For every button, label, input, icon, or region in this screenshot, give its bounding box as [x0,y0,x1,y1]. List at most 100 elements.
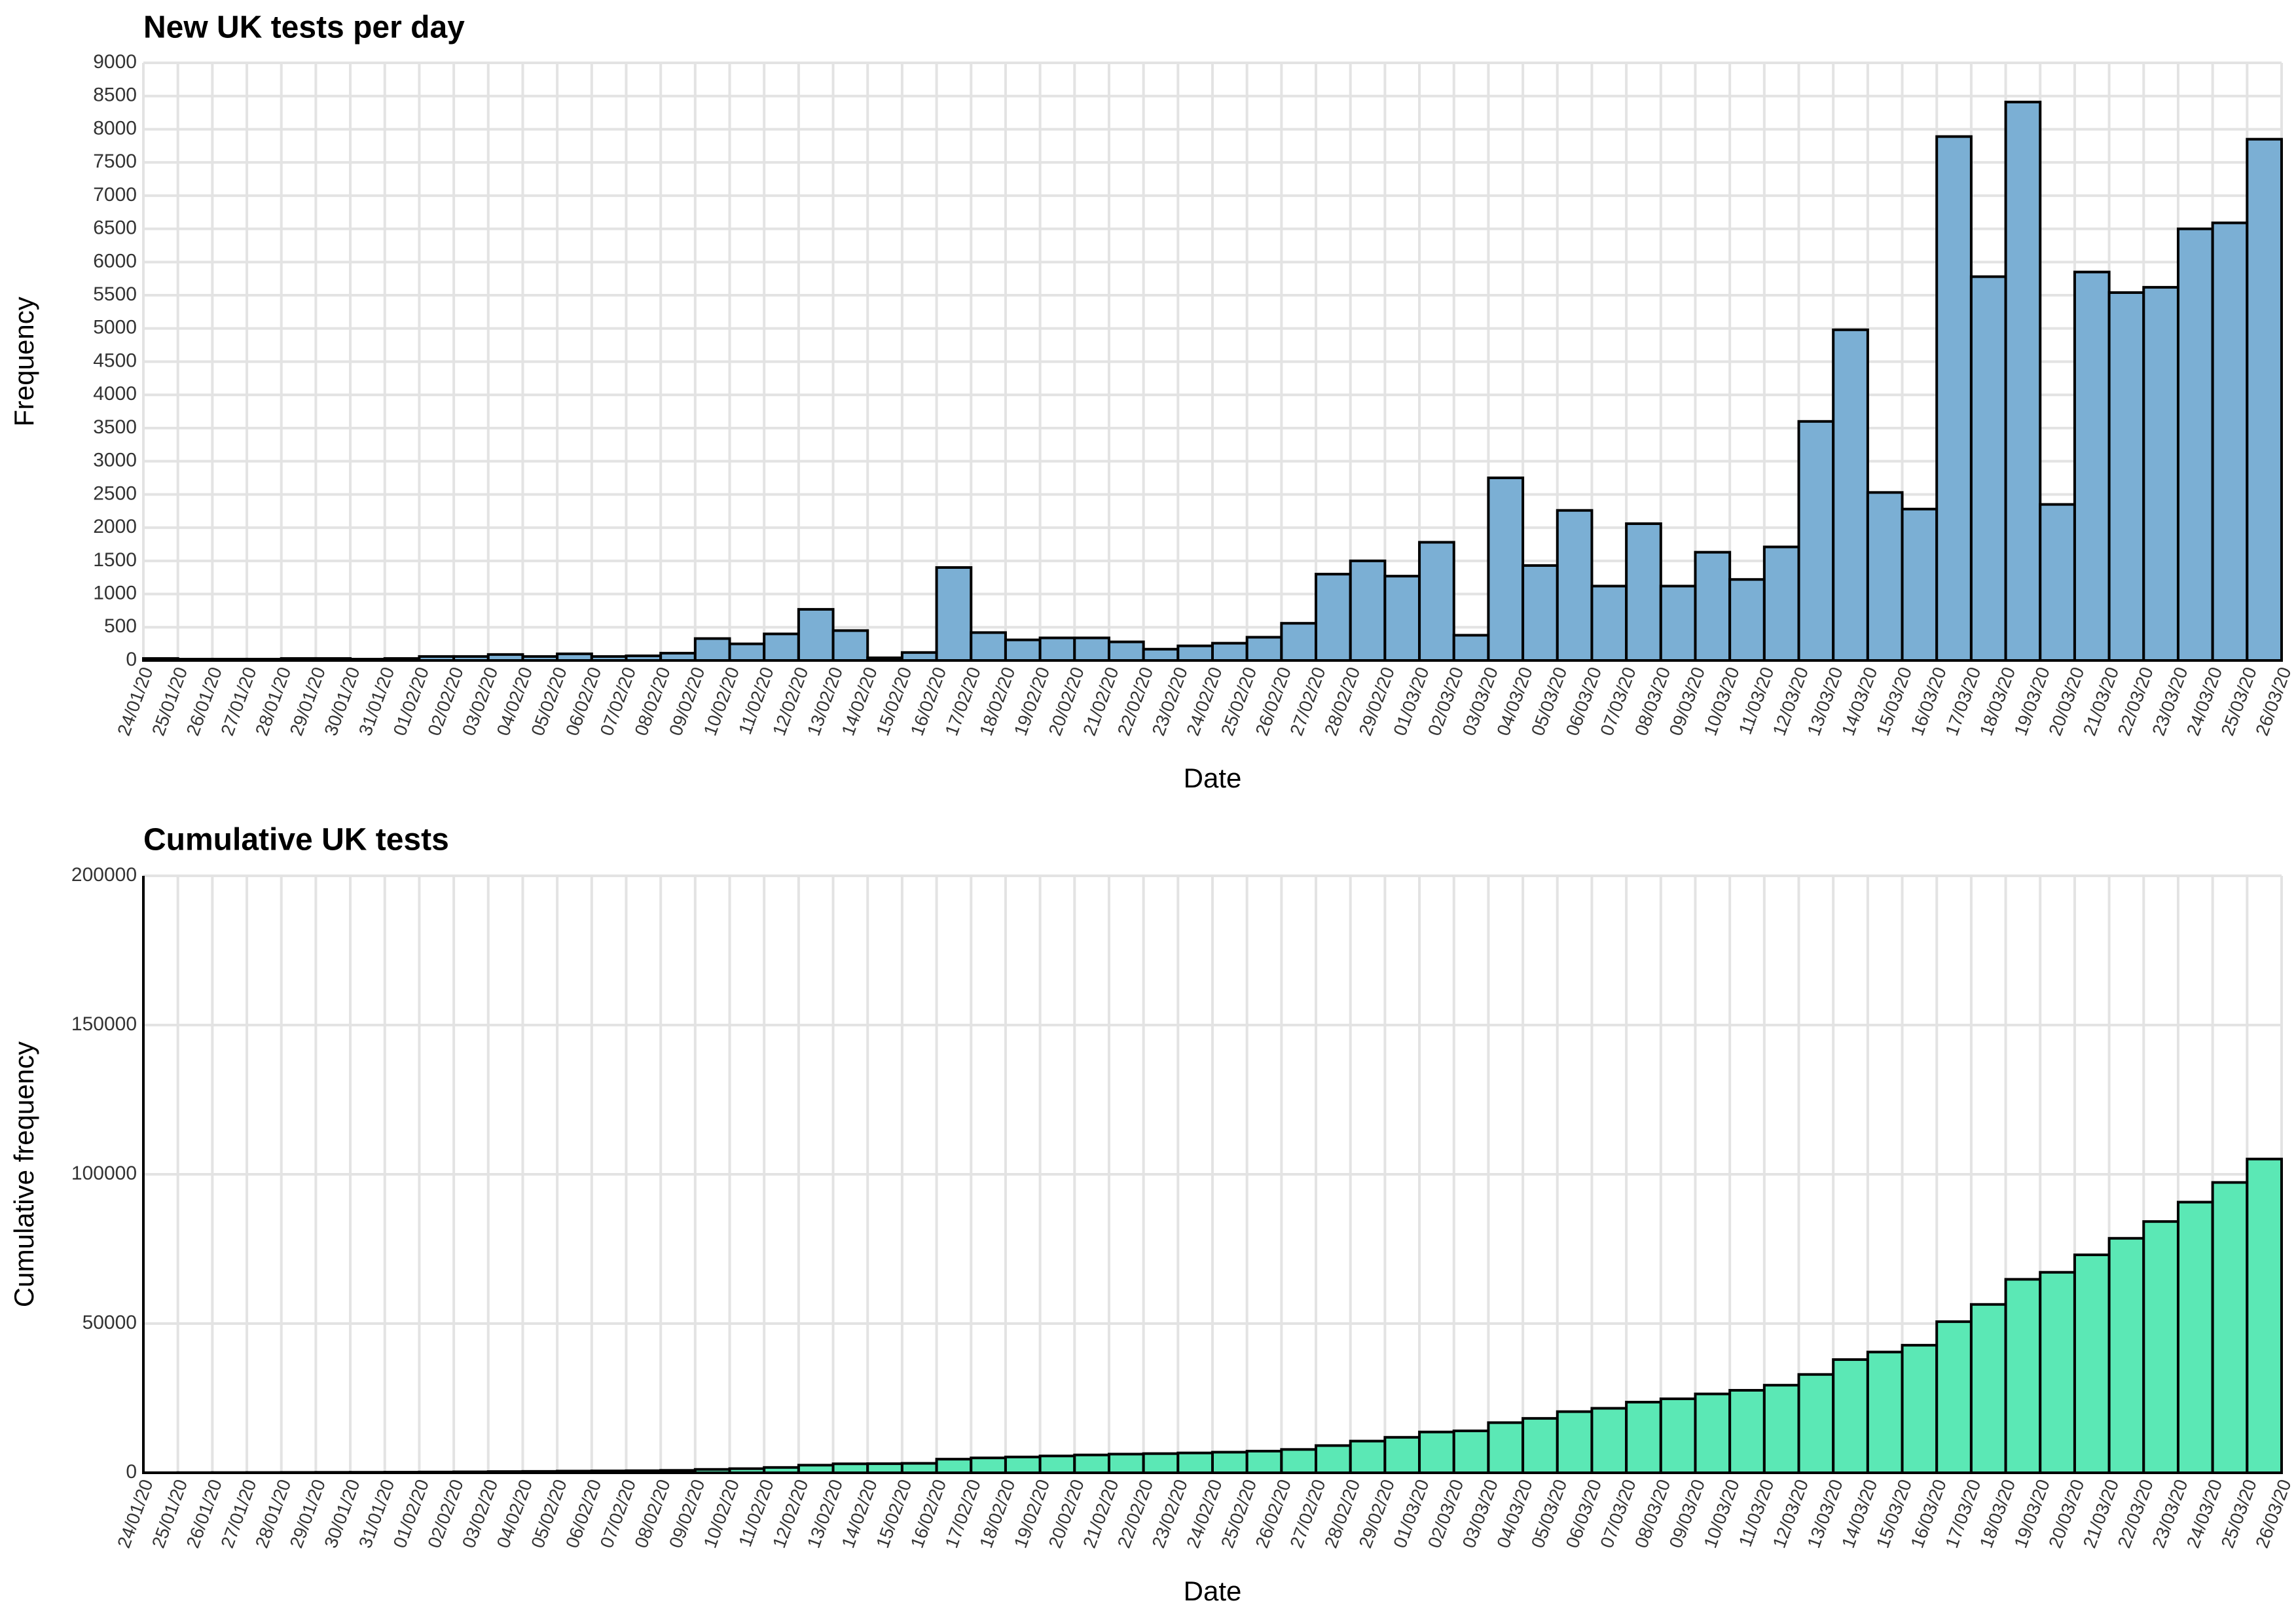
y-tick-label: 5000 [93,317,137,338]
bar [970,1456,1007,1475]
y-tick-label: 1500 [93,549,137,571]
bar [486,653,524,662]
y-tick-label: 0 [126,649,137,670]
bar [1866,1350,1904,1475]
bar [2107,291,2145,662]
bar [693,1468,731,1474]
bar [1866,491,1904,662]
bar [1797,1373,1835,1475]
bar [2211,221,2249,662]
bar [1280,622,1318,662]
bar [349,657,386,662]
y-tick-label: 4000 [93,383,137,405]
bar [693,637,731,662]
bar [1901,1344,1939,1475]
bar [1901,507,1939,662]
bar [1176,644,1214,662]
y-tick-label: 7000 [93,184,137,206]
y-tick-label: 3000 [93,450,137,471]
bar [142,657,179,662]
bar [1935,135,1973,662]
y-tick-label: 8000 [93,117,137,139]
bar [763,1466,800,1475]
bar [2246,1157,2283,1475]
bar [556,652,593,662]
y-tick-label: 6500 [93,217,137,239]
y-tick-label: 0 [126,1461,137,1483]
bar [831,1462,869,1475]
y-tick-label: 2000 [93,516,137,537]
bar [2142,1220,2179,1474]
y-tick-label: 5500 [93,283,137,305]
bar [1487,1421,1525,1475]
bar [970,631,1007,662]
bar [1176,1451,1214,1475]
bar [590,655,628,662]
bar [1349,559,1387,662]
bar [2211,1181,2249,1475]
bar [2176,1200,2214,1474]
bar [280,657,318,662]
y-tick-label: 9000 [93,51,137,73]
bar [314,1471,352,1474]
bar [486,1470,524,1474]
bar [1969,275,2007,662]
x-axis-title: Date [1184,763,1242,793]
bar [1038,1454,1076,1474]
bar [831,629,869,662]
bar [452,655,490,662]
y-tick-label: 4500 [93,350,137,371]
bar [1487,477,1525,662]
bar [2073,1254,2111,1474]
bar [1315,1444,1352,1475]
bar [2246,137,2283,662]
bar [2039,1271,2076,1475]
bar [866,1462,903,1475]
x-axis-title: Date [1184,1576,1242,1606]
y-tick-label: 150000 [71,1013,137,1035]
bar [2142,285,2179,662]
bar [1625,1401,1662,1474]
bar [935,1458,973,1475]
bar [1522,564,1559,662]
bar [1762,545,1800,662]
bar [1832,1358,1869,1475]
bar [521,1470,559,1474]
bar [1383,575,1421,662]
bar [1315,573,1352,662]
bar [1107,640,1145,662]
bar [383,1471,421,1474]
bar [797,1464,835,1475]
bar [728,642,766,662]
bar [1728,1388,1766,1475]
bar [900,651,938,662]
bar [2039,503,2076,662]
bar [1349,1439,1387,1474]
bar [1935,1320,1973,1474]
bar [349,1471,386,1475]
bar [2004,1278,2042,1474]
bar [1625,522,1662,662]
y-axis-title: Frequency [9,297,39,426]
bar [728,1467,766,1475]
bar [625,654,663,662]
bar [1004,1455,1042,1475]
y-tick-label: 3500 [93,416,137,438]
bar [2004,100,2042,662]
bar [763,632,800,662]
y-axis-title: Cumulative frequency [9,1041,39,1307]
bar [1280,1448,1318,1475]
bar [1452,634,1490,662]
bar [935,566,973,662]
bar [866,656,903,662]
bar [900,1462,938,1475]
y-tick-label: 2500 [93,482,137,504]
bar [1590,1407,1628,1475]
y-tick-label: 200000 [71,864,137,886]
bar [1142,1452,1180,1474]
y-tick-label: 50000 [82,1312,137,1333]
bar [211,657,249,662]
bar [314,657,352,662]
bar [418,1470,456,1475]
bar [1073,1453,1110,1475]
